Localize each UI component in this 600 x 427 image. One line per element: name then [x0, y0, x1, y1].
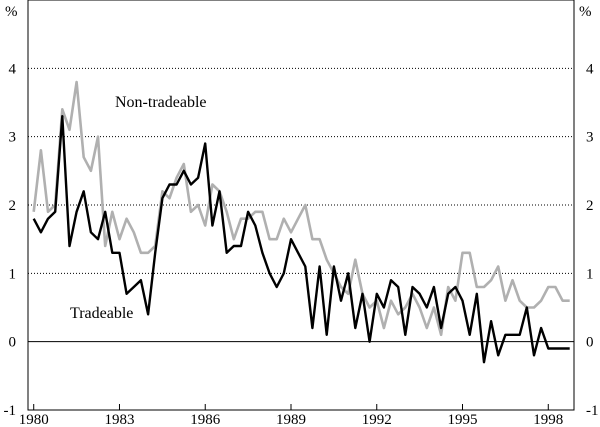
x-tick-label-1983: 1983 — [104, 412, 134, 427]
y-tick-label-left-4: 4 — [9, 61, 17, 77]
x-tick-label-1995: 1995 — [448, 412, 478, 427]
y-tick-label-right-2: 2 — [586, 198, 594, 214]
y-tick-label-right-0: 0 — [586, 335, 594, 351]
y-axis-labels-right: -1 0 1 2 3 4 — [586, 61, 599, 419]
y-tick-label-left--1: -1 — [4, 403, 17, 419]
y-unit-left: % — [5, 4, 18, 20]
series-lines — [32, 80, 570, 364]
y-tick-label-left-1: 1 — [9, 266, 17, 282]
y-tick-label-left-2: 2 — [9, 198, 17, 214]
y-unit-right: % — [579, 4, 592, 20]
x-axis-labels: 1980 1983 1986 1989 1992 1995 1998 — [19, 412, 564, 427]
y-axis-labels-left: -1 0 1 2 3 4 — [4, 61, 17, 419]
y-tick-label-left-3: 3 — [9, 130, 17, 146]
x-axis-ticks — [33, 404, 549, 410]
series-line-non-tradeable — [32, 80, 570, 337]
gridlines — [28, 67, 574, 274]
y-tick-label-right-4: 4 — [586, 61, 594, 77]
x-tick-label-1989: 1989 — [276, 412, 306, 427]
x-tick-label-1992: 1992 — [362, 412, 392, 427]
label-non-tradeable: Non-tradeable — [115, 94, 207, 111]
x-tick-label-1980: 1980 — [19, 412, 49, 427]
y-tick-label-right-3: 3 — [586, 130, 594, 146]
y-tick-label-right-1: 1 — [586, 266, 594, 282]
series-line-tradeable — [32, 114, 570, 364]
y-tick-label-right--1: -1 — [586, 403, 599, 419]
x-tick-label-1998: 1998 — [533, 412, 563, 427]
x-tick-label-1986: 1986 — [190, 412, 221, 427]
y-tick-label-left-0: 0 — [9, 335, 17, 351]
label-tradeable: Tradeable — [70, 305, 133, 322]
